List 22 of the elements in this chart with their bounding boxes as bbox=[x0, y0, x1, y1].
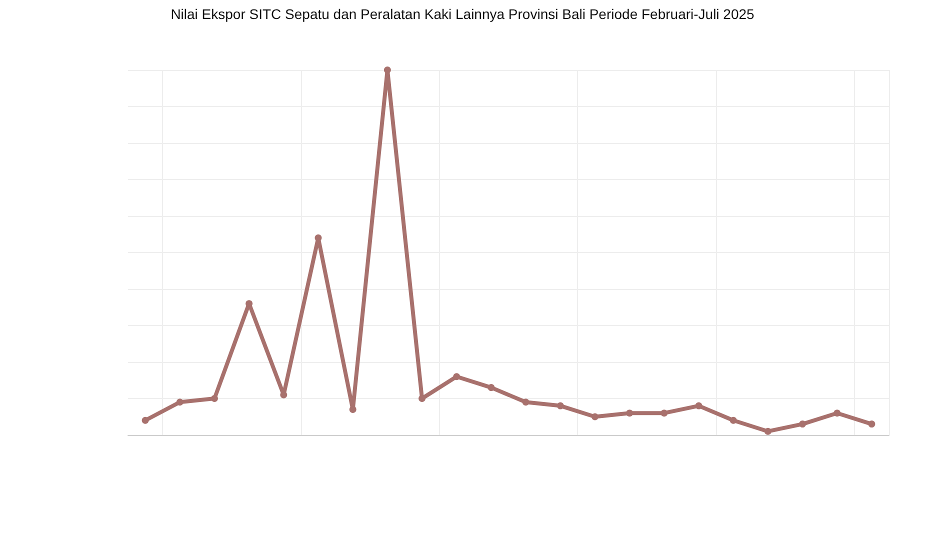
point bbox=[626, 410, 634, 417]
point bbox=[176, 398, 184, 406]
point bbox=[799, 420, 806, 428]
point bbox=[142, 416, 149, 424]
point bbox=[522, 398, 530, 406]
point bbox=[730, 416, 737, 424]
point bbox=[418, 395, 426, 402]
point bbox=[695, 402, 702, 410]
point bbox=[556, 402, 564, 410]
point bbox=[488, 384, 495, 392]
point bbox=[660, 410, 668, 417]
point bbox=[280, 391, 288, 398]
point bbox=[314, 234, 322, 242]
point bbox=[210, 395, 218, 402]
point bbox=[868, 420, 876, 428]
point bbox=[349, 406, 356, 413]
point bbox=[764, 428, 772, 435]
point bbox=[384, 66, 391, 74]
chart-title: Nilai Ekspor SITC Sepatu dan Peralatan Kaki Lainnya Provinsi Bali Periode Februari-Juli 2025 bbox=[170, 6, 755, 22]
point bbox=[453, 373, 460, 380]
point bbox=[591, 413, 598, 420]
point bbox=[834, 410, 841, 417]
